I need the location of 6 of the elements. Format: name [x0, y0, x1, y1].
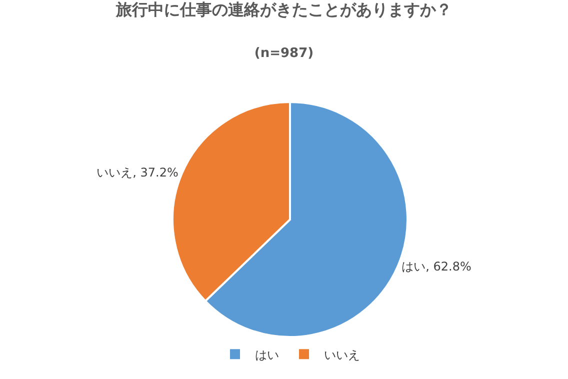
data-label: いいえ, 37.2%	[96, 165, 178, 180]
legend-label: いいえ	[324, 348, 360, 362]
chart-title: 旅行中に仕事の連絡がきたことがありますか？	[115, 0, 452, 20]
chart-subtitle: (n=987)	[254, 46, 314, 61]
data-label: はい, 62.8%	[402, 260, 472, 274]
legend-label: はい	[255, 348, 279, 362]
